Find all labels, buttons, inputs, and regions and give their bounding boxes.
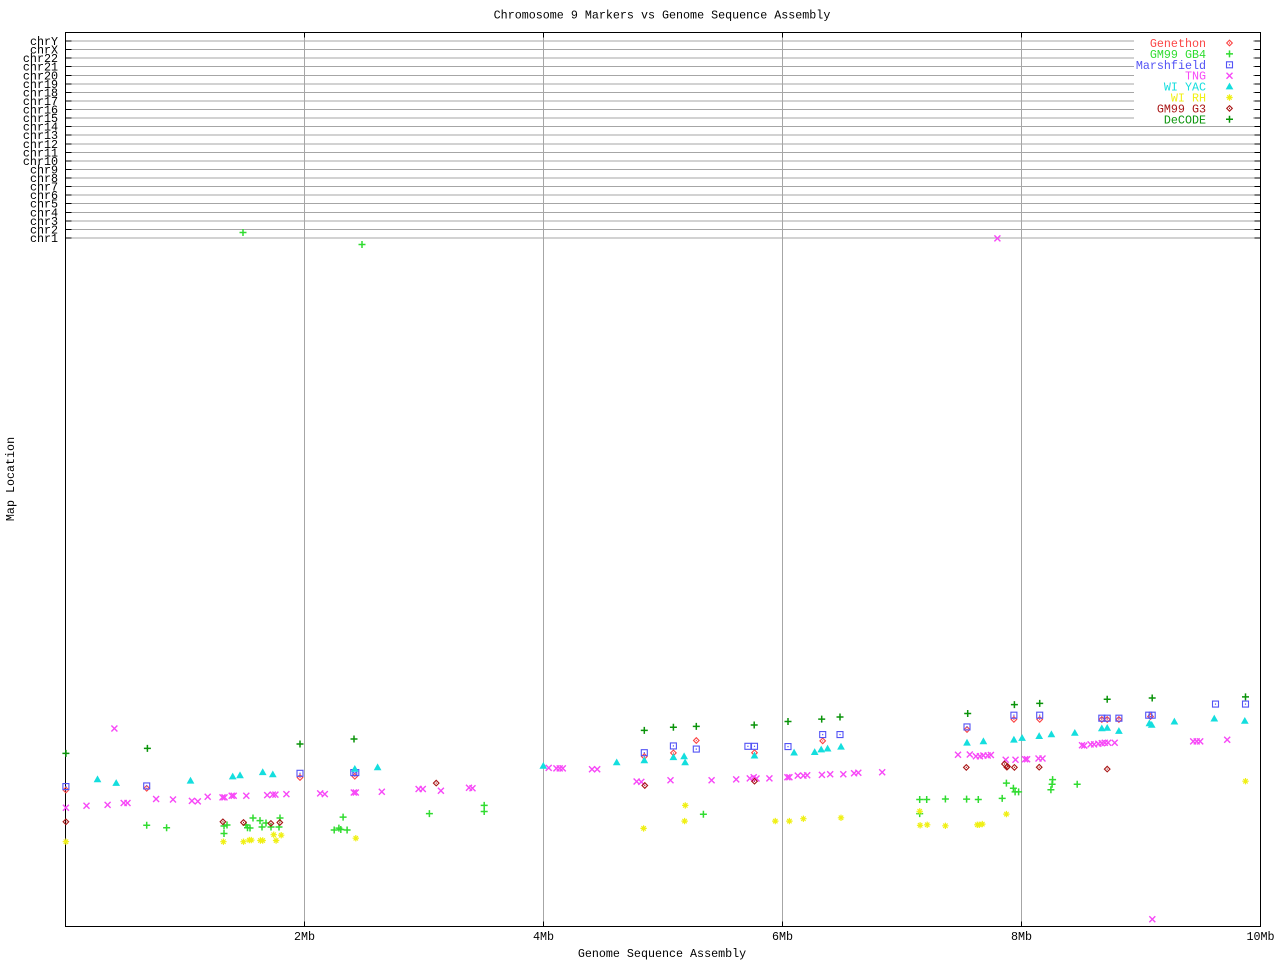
- svg-text:10Mb: 10Mb: [1246, 930, 1274, 944]
- svg-text:chr18: chr18: [23, 86, 58, 100]
- svg-text:chr1: chr1: [30, 232, 58, 246]
- svg-text:6Mb: 6Mb: [772, 930, 793, 944]
- svg-text:chr16: chr16: [23, 104, 58, 118]
- svg-text:4Mb: 4Mb: [533, 930, 554, 944]
- svg-text:TNG: TNG: [1185, 70, 1206, 84]
- svg-text:WI RH: WI RH: [1171, 92, 1206, 106]
- svg-text:chr14: chr14: [23, 121, 58, 135]
- svg-text:chrX: chrX: [30, 44, 58, 58]
- svg-text:2Mb: 2Mb: [294, 930, 315, 944]
- svg-text:chr19: chr19: [23, 78, 58, 92]
- svg-text:chr3: chr3: [30, 215, 58, 229]
- svg-text:Marshfield: Marshfield: [1136, 59, 1206, 73]
- svg-text:chr12: chr12: [23, 138, 58, 152]
- svg-text:Chromosome 9 Markers vs Genome: Chromosome 9 Markers vs Genome Sequence …: [494, 9, 831, 23]
- svg-text:Map Location: Map Location: [4, 437, 18, 521]
- svg-text:chr4: chr4: [30, 206, 58, 220]
- svg-text:chr10: chr10: [23, 155, 58, 169]
- svg-text:chr11: chr11: [23, 146, 58, 160]
- svg-text:Genome Sequence Assembly: Genome Sequence Assembly: [578, 947, 746, 960]
- svg-text:Genethon: Genethon: [1150, 37, 1206, 51]
- svg-text:WI YAC: WI YAC: [1164, 81, 1206, 95]
- svg-text:chr8: chr8: [30, 172, 58, 186]
- svg-text:chr20: chr20: [23, 69, 58, 83]
- svg-text:chr17: chr17: [23, 95, 58, 109]
- svg-text:chr7: chr7: [30, 181, 58, 195]
- svg-text:chr15: chr15: [23, 112, 58, 126]
- svg-text:chr13: chr13: [23, 129, 58, 143]
- svg-text:chr22: chr22: [23, 52, 58, 66]
- svg-text:chr5: chr5: [30, 198, 58, 212]
- svg-text:GM99 GB4: GM99 GB4: [1150, 48, 1206, 62]
- svg-text:chr21: chr21: [23, 61, 58, 75]
- svg-text:chr9: chr9: [30, 164, 58, 178]
- svg-text:chrY: chrY: [30, 35, 58, 49]
- svg-text:DeCODE: DeCODE: [1164, 113, 1206, 127]
- svg-text:chr6: chr6: [30, 189, 58, 203]
- svg-text:GM99 G3: GM99 G3: [1157, 102, 1206, 116]
- svg-text:chr2: chr2: [30, 223, 58, 237]
- svg-text:8Mb: 8Mb: [1011, 930, 1032, 944]
